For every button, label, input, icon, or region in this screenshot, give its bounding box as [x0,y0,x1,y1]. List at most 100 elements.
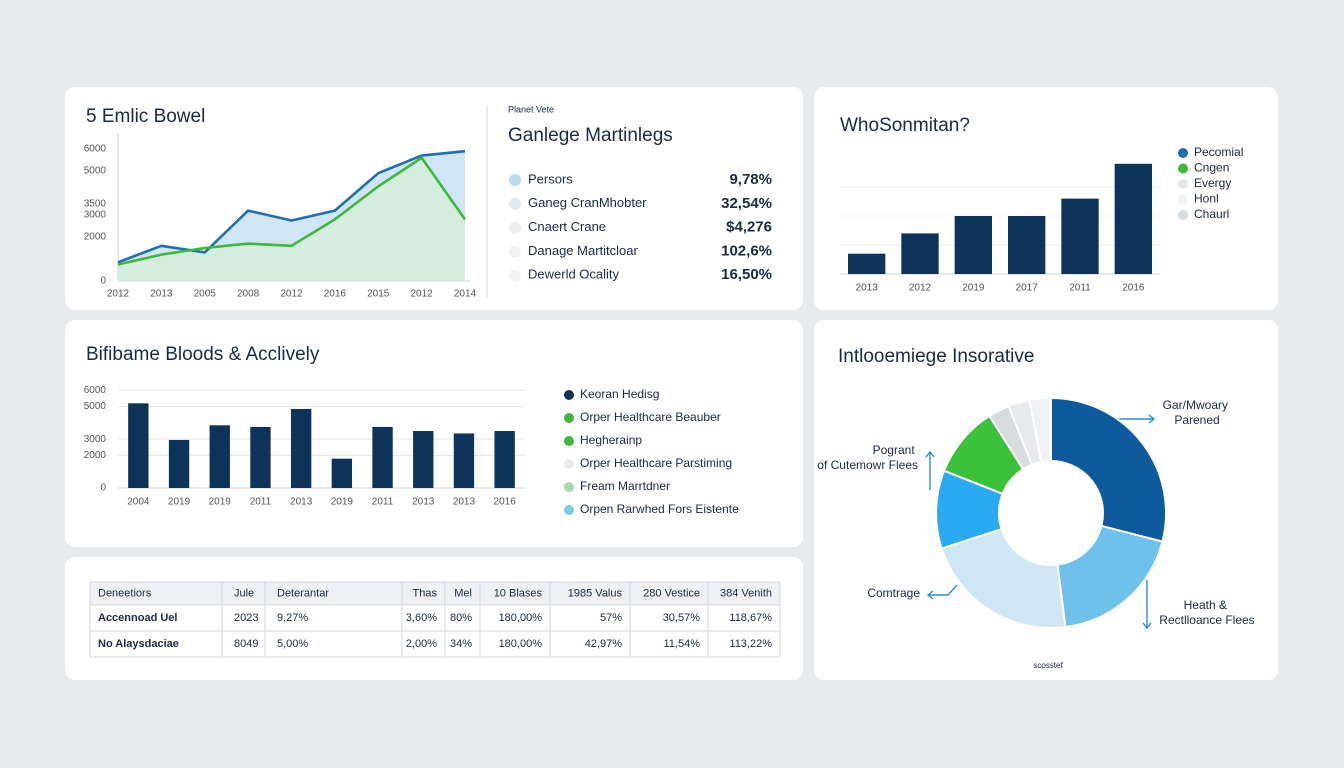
x-tick-label: 2012 [909,283,932,294]
table-cell: 3,60% [406,612,437,624]
annotation-arrows [925,414,1156,630]
table-cell: 9,27% [277,612,308,624]
table-cell: No Alaysdaciae [98,638,179,650]
legend-label: Honl [1194,192,1219,206]
y-tick-label: 5000 [84,401,107,412]
metric-value: $4,276 [726,219,772,236]
x-tick-label: 2014 [454,289,477,300]
annotation: Heath & Rectlloance Flees [1159,598,1254,627]
metric-dot [509,174,521,186]
y-tick-label: 6000 [84,144,107,155]
table-cell: Jule [234,587,254,599]
area [118,157,465,281]
table-cell: 80% [450,612,472,624]
bar [954,216,992,274]
metric-dot [509,221,521,234]
bar [848,253,886,274]
legend-swatch [564,413,574,423]
x-tick-label: 2013 [453,497,476,508]
annotation-line: Heath & [1184,598,1231,612]
table-cell: 118,67% [729,612,772,624]
x-tick-label: 2011 [1069,283,1091,294]
legend-swatch [1178,179,1188,189]
y-tick-label: 2000 [84,232,107,243]
bar [372,426,393,488]
pie-slice [1050,396,1167,543]
pie-slice [1028,396,1052,464]
x-tick-label: 2016 [324,289,347,300]
pie-slice [940,527,1067,629]
metric-value: 102,6% [721,242,772,259]
pie-slice [1056,524,1164,629]
annotation-line: of Cutemowr Flees [817,458,918,472]
x-tick-label: 2011 [250,497,272,508]
annotation-line: Parened [1174,413,1219,427]
legend-swatch [564,459,574,469]
table-cell: 34% [450,638,472,650]
x-tick-label: 2012 [107,289,130,300]
legend-swatch [564,505,574,515]
bar [1114,163,1152,274]
x-tick-label: 2019 [331,497,354,508]
legend-swatch [1178,163,1188,174]
chart-title: 5 Emlic Bowel [86,106,205,127]
line [117,149,466,264]
bar [494,431,515,488]
y-tick-label: 2000 [84,450,107,461]
bar [1061,198,1099,274]
metric-dot [509,245,521,258]
annotation: scosstef [1033,661,1063,670]
x-tick-label: 2011 [372,497,394,508]
y-tick-label: 5000 [84,166,107,177]
y-tick-label: 3500 [84,199,107,210]
x-tick-label: 2019 [168,497,191,508]
bar [331,458,353,488]
legend-swatch [1178,148,1188,158]
annotation-line: Pogrant [873,443,918,457]
table-cell: 113,22% [729,638,772,650]
chart-title: Intlooemiege Insorative [838,346,1034,367]
bar [290,409,312,488]
x-tick-label: 2019 [209,497,232,508]
legend-label: Hegherainp [580,433,642,447]
table-cell: 42,97% [585,638,623,650]
legend-label: Evergy [1194,176,1231,190]
legend-label: Keoran Hedisg [580,387,659,401]
metrics-title: Ganlege Martinlegs [508,125,673,146]
metric-value: 32,54% [721,195,772,212]
table-cell: Mel [454,587,472,599]
card [814,320,1278,680]
table-cell: Deneetiors [98,587,152,599]
metric-name: Ganeg CranMhobter [528,195,647,210]
bar [168,439,190,488]
x-tick-label: 2004 [127,497,150,508]
annotation-line: Rectlloance Flees [1159,613,1254,627]
bar [250,426,271,488]
table-cell: 180,00% [499,638,543,650]
bar [128,403,149,488]
table-cell: 8049 [234,638,258,650]
legend-label: Pecomial [1194,145,1243,159]
legend-swatch [564,482,574,492]
bar [209,425,230,488]
legend-swatch [1178,210,1188,220]
metric-dot [509,269,521,282]
chart-title: Bifibame Bloods & Acclively [86,344,320,365]
table-cell: 11,54% [664,638,701,650]
legend-label: Orper Healthcare Parstiming [580,456,732,470]
table-cell: 10 Blases [494,587,543,599]
table-cell: 180,00% [499,612,543,624]
table-cell: 57% [600,612,622,624]
x-tick-label: 2015 [367,289,390,300]
x-tick-label: 2012 [411,289,434,300]
bar [413,431,434,488]
metric-dot [509,197,521,210]
x-tick-label: 2005 [194,289,217,300]
y-tick-label: 3000 [84,434,107,445]
legend-label: Orper Healthcare Beauber [580,410,721,424]
legend-swatch [564,436,574,446]
y-tick-label: 6000 [84,385,107,396]
table-header-bg [90,582,780,605]
